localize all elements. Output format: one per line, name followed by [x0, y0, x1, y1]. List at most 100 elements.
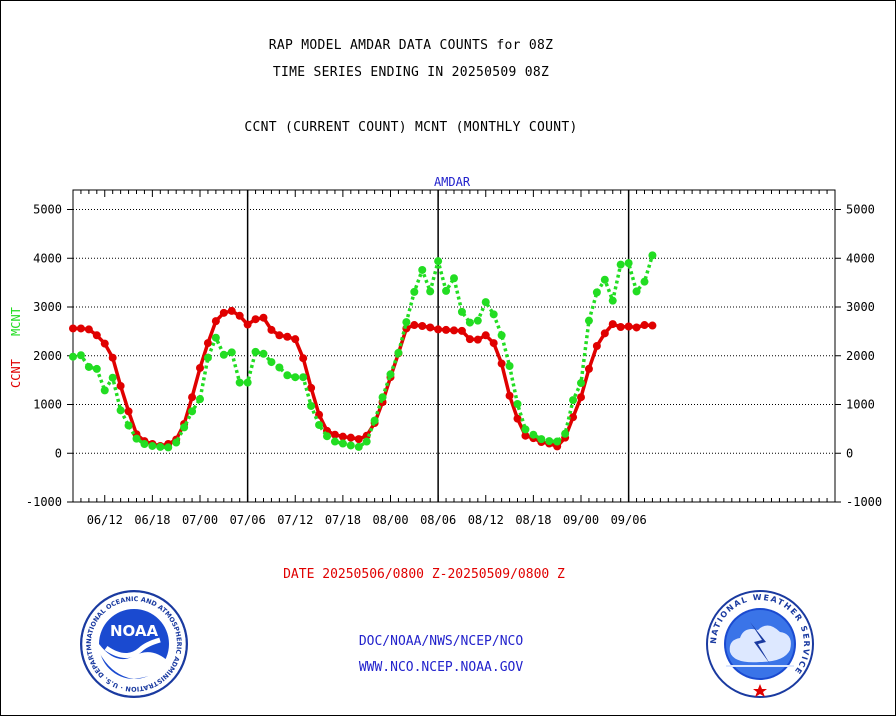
data-point-ccnt: [450, 326, 458, 335]
data-point-mcnt: [92, 364, 101, 373]
data-point-ccnt: [418, 322, 427, 331]
y-tick-label-left: 2000: [33, 349, 62, 363]
data-point-mcnt: [172, 438, 181, 447]
data-point-ccnt: [211, 317, 220, 326]
x-tick-label: 09/00: [563, 513, 599, 527]
data-point-mcnt: [315, 420, 324, 429]
x-tick-label: 08/00: [372, 513, 408, 527]
x-tick-label: 06/18: [134, 513, 170, 527]
y-tick-label-right: 5000: [846, 203, 875, 217]
chart-title-line3: CCNT (CURRENT COUNT) MCNT (MONTHLY COUNT…: [244, 120, 578, 135]
data-point-ccnt: [481, 331, 490, 340]
data-point-mcnt: [370, 416, 379, 425]
data-point-ccnt: [592, 342, 601, 350]
noaa-logo-text: NOAA: [110, 622, 159, 640]
data-point-mcnt: [330, 437, 339, 446]
data-point-mcnt: [569, 396, 578, 405]
data-point-ccnt: [600, 329, 609, 338]
data-point-ccnt: [259, 313, 268, 322]
data-point-mcnt: [180, 423, 189, 432]
data-point-mcnt: [188, 407, 197, 416]
data-point-mcnt: [323, 432, 331, 441]
data-point-mcnt: [418, 265, 427, 274]
data-point-mcnt: [600, 275, 609, 284]
data-point-mcnt: [553, 437, 562, 446]
data-point-ccnt: [338, 432, 347, 441]
data-point-ccnt: [330, 430, 339, 439]
data-point-mcnt: [434, 257, 443, 266]
data-point-ccnt: [346, 433, 355, 442]
data-point-mcnt: [108, 373, 117, 382]
data-point-ccnt: [489, 339, 498, 348]
y-tick-label-right: 0: [846, 446, 853, 460]
data-point-mcnt: [84, 362, 93, 371]
data-point-ccnt: [283, 332, 292, 341]
x-tick-label: 07/06: [230, 513, 266, 527]
panel-title: AMDAR: [434, 175, 471, 189]
data-point-mcnt: [394, 348, 403, 357]
data-point-ccnt: [473, 335, 482, 344]
data-point-mcnt: [577, 379, 585, 388]
x-tick-label: 08/18: [515, 513, 551, 527]
data-point-ccnt: [354, 435, 363, 444]
x-tick-label: 07/18: [325, 513, 361, 527]
y-tick-label-left: 4000: [33, 251, 62, 265]
data-point-mcnt: [227, 348, 236, 357]
data-point-mcnt: [338, 439, 347, 448]
data-point-ccnt: [497, 359, 506, 368]
data-point-ccnt: [434, 325, 443, 334]
y-tick-label-right: -1000: [846, 495, 882, 509]
y-tick-label-left: -1000: [26, 495, 62, 509]
data-point-ccnt: [235, 311, 244, 320]
data-point-ccnt: [616, 322, 625, 331]
series-layer: [69, 251, 657, 452]
data-point-mcnt: [513, 400, 522, 409]
data-point-mcnt: [505, 361, 514, 370]
data-point-mcnt: [156, 442, 165, 451]
y-tick-label-left: 3000: [33, 300, 62, 314]
org-path-link[interactable]: DOC/NOAA/NWS/NCEP/NCO: [358, 634, 524, 649]
data-point-ccnt: [108, 353, 117, 362]
data-point-ccnt: [251, 315, 260, 324]
data-point-mcnt: [132, 434, 141, 443]
data-point-ccnt: [243, 320, 252, 329]
data-point-mcnt: [283, 371, 292, 380]
data-point-ccnt: [465, 335, 474, 344]
data-point-ccnt: [457, 326, 466, 335]
date-range: DATE 20250506/0800 Z-20250509/0800 Z: [283, 567, 565, 582]
gridlines: [73, 209, 835, 454]
data-point-mcnt: [465, 318, 474, 327]
data-point-ccnt: [624, 322, 633, 331]
data-point-mcnt: [299, 373, 308, 382]
website-link[interactable]: WWW.NCO.NCEP.NOAA.GOV: [358, 660, 524, 675]
data-point-ccnt: [569, 413, 578, 422]
series-ccnt: [69, 306, 657, 451]
data-point-mcnt: [378, 393, 387, 402]
data-point-ccnt: [291, 335, 300, 344]
data-point-ccnt: [69, 324, 77, 333]
data-point-ccnt: [608, 320, 617, 329]
data-point-mcnt: [116, 406, 125, 415]
data-point-mcnt: [489, 310, 498, 319]
noaa-logo: NATIONAL OCEANIC AND ATMOSPHERIC ADMINIS…: [80, 590, 188, 698]
x-tick-label: 07/00: [182, 513, 218, 527]
data-point-mcnt: [267, 358, 276, 367]
data-point-ccnt: [116, 381, 125, 390]
data-point-mcnt: [450, 274, 458, 283]
series-line-ccnt: [73, 309, 653, 449]
data-point-ccnt: [84, 325, 93, 334]
data-point-mcnt: [426, 287, 435, 296]
data-point-ccnt: [632, 323, 641, 332]
data-point-mcnt: [402, 318, 411, 327]
data-point-mcnt: [100, 386, 109, 395]
data-point-mcnt: [624, 259, 633, 268]
x-tick-label: 06/12: [87, 513, 123, 527]
data-point-mcnt: [148, 441, 157, 450]
data-point-ccnt: [76, 324, 85, 333]
data-point-mcnt: [259, 349, 268, 358]
series-line-mcnt: [72, 254, 655, 450]
data-point-mcnt: [640, 277, 649, 286]
y-tick-label-right: 2000: [846, 349, 875, 363]
data-point-ccnt: [92, 331, 101, 340]
data-point-ccnt: [100, 339, 109, 348]
